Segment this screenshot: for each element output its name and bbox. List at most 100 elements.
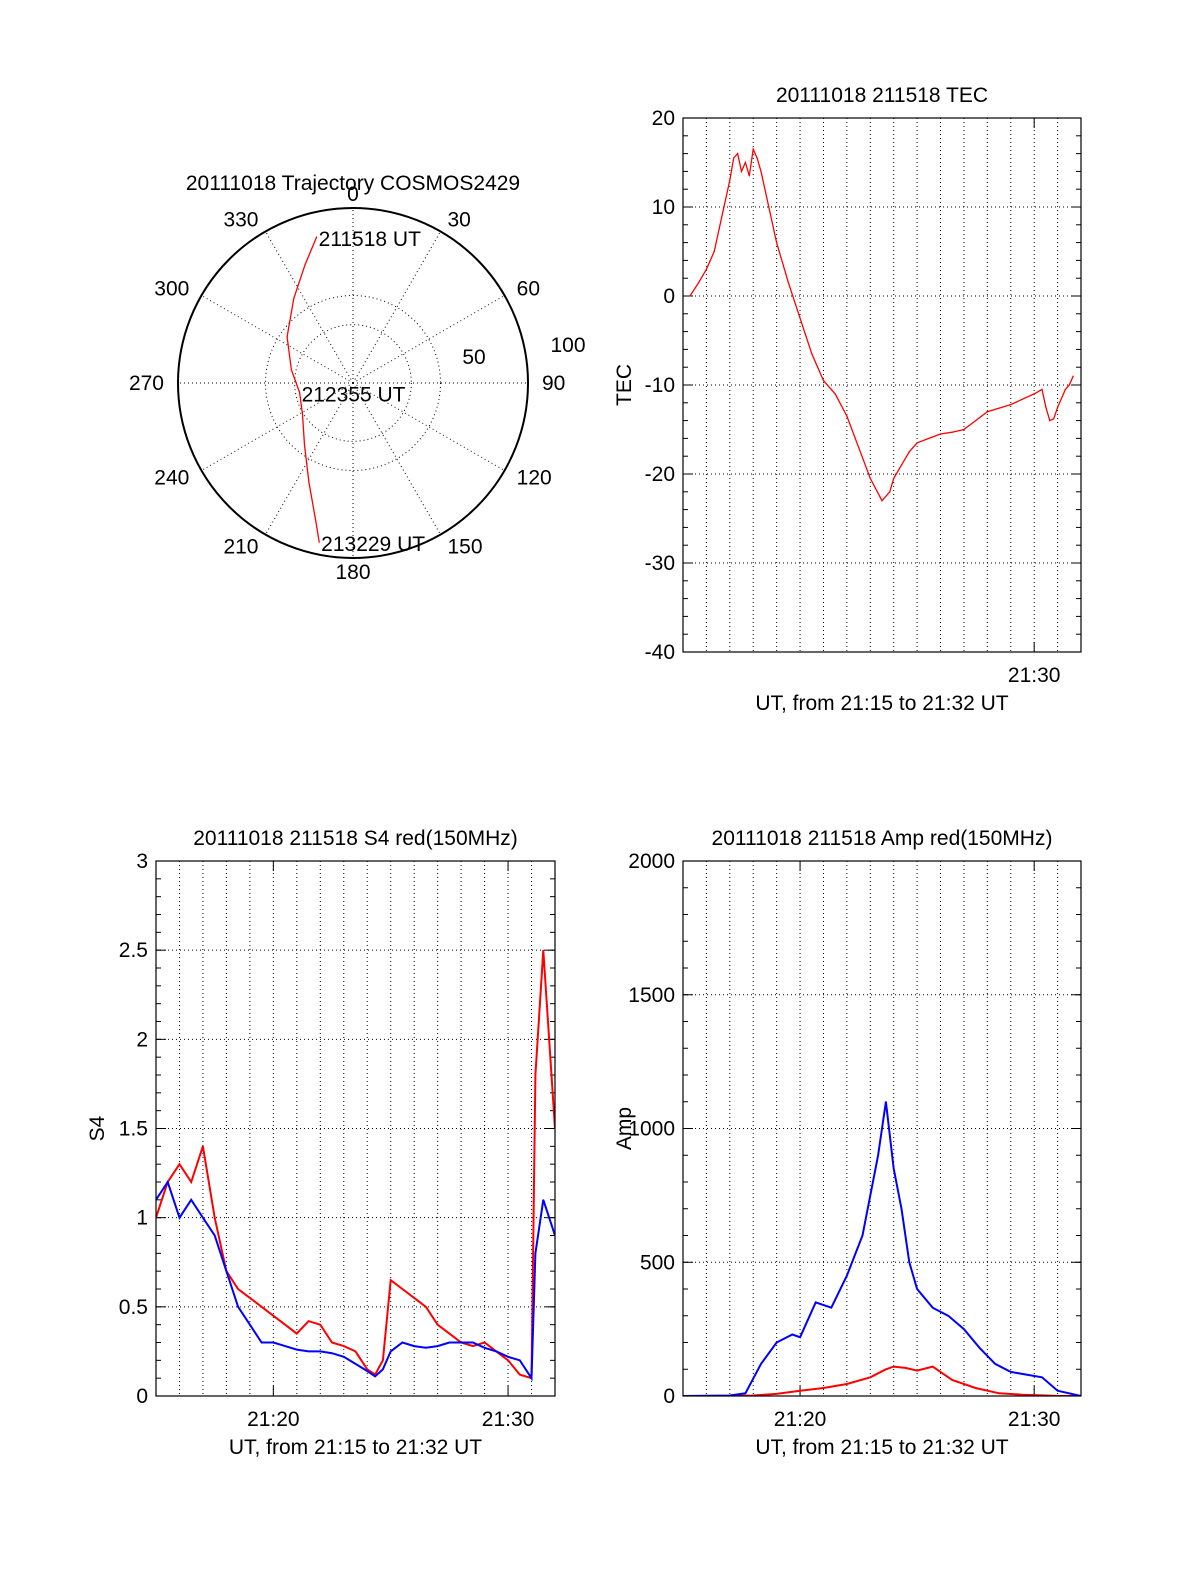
data-point	[249, 1297, 251, 1299]
trajectory-point	[315, 521, 317, 523]
data-point	[507, 1356, 509, 1358]
series-line-0	[156, 950, 555, 1380]
y-tick-label: -10	[645, 374, 675, 397]
data-point	[1060, 397, 1063, 399]
data-point	[916, 1369, 918, 1372]
data-point	[904, 1367, 907, 1369]
chart-title-3: 20111018 211518 Amp red(150MHz)	[712, 827, 1053, 850]
data-point	[472, 1341, 474, 1344]
data-point	[799, 1336, 801, 1338]
y-tick-label: 0	[663, 1385, 675, 1408]
y-tick-label: 0	[663, 285, 675, 308]
data-point	[760, 1363, 762, 1365]
trajectory-point	[315, 236, 318, 238]
plot-frame	[682, 117, 1082, 653]
data-point	[534, 1074, 537, 1076]
data-point	[237, 1306, 239, 1308]
data-point	[822, 1387, 825, 1389]
data-point	[748, 175, 750, 177]
data-point	[799, 317, 801, 319]
data-point	[1010, 1371, 1012, 1373]
data-point	[689, 295, 691, 297]
data-point	[343, 1345, 345, 1347]
data-point	[908, 451, 910, 453]
data-point	[542, 1199, 544, 1201]
data-point	[916, 1288, 918, 1290]
data-point	[975, 1387, 977, 1389]
polar-angle-label: 330	[223, 208, 258, 231]
data-point	[225, 1270, 228, 1272]
data-point	[178, 1217, 181, 1219]
data-point	[881, 500, 883, 502]
x-tick-label: 21:20	[247, 1408, 300, 1431]
data-point	[928, 437, 930, 439]
data-point	[846, 1383, 848, 1385]
x-tick-label: 21:20	[774, 1408, 827, 1431]
data-point	[202, 1145, 204, 1147]
data-point	[530, 1377, 533, 1379]
y-tick-label: 0.5	[119, 1296, 148, 1319]
data-point	[951, 1379, 953, 1381]
polar-outer-circle	[177, 207, 529, 559]
data-point	[869, 1376, 871, 1378]
data-point	[776, 1341, 778, 1344]
data-point	[737, 153, 739, 155]
data-point	[214, 1217, 216, 1219]
series-line-0	[689, 146, 1074, 502]
data-point	[815, 1301, 817, 1303]
data-point	[331, 1341, 333, 1344]
data-point	[740, 170, 743, 172]
chart-title-2: 20111018 211518 S4 red(150MHz)	[193, 827, 518, 850]
y-axis-label: TEC	[613, 364, 636, 406]
data-point	[390, 1279, 392, 1281]
data-point	[1049, 420, 1051, 422]
polar-radial-label: 50	[462, 346, 485, 369]
y-tick-label: -40	[645, 641, 675, 664]
data-point	[822, 379, 825, 382]
data-point	[869, 477, 871, 480]
polar-title: 20111018 Trajectory COSMOS2429	[186, 172, 520, 195]
data-point	[390, 1350, 392, 1353]
data-point	[448, 1341, 450, 1344]
data-point	[366, 1370, 368, 1372]
data-point	[190, 1199, 192, 1201]
polar-angle-label: 270	[129, 372, 164, 395]
data-point	[846, 415, 848, 417]
data-point	[951, 431, 953, 433]
polar-angle-label: 90	[542, 372, 565, 395]
data-point	[705, 268, 708, 270]
data-point	[284, 1324, 286, 1326]
data-point	[401, 1288, 404, 1290]
polar-angle-label: 30	[448, 208, 471, 231]
trajectory-point	[286, 336, 288, 338]
data-point	[1010, 403, 1012, 406]
data-point	[963, 1328, 965, 1330]
data-point	[178, 1163, 181, 1165]
y-tick-label: 2.5	[119, 939, 148, 962]
data-point	[413, 1297, 415, 1299]
y-tick-label: 2000	[628, 850, 675, 873]
data-point	[401, 1341, 404, 1344]
trajectory-point	[308, 481, 310, 483]
plot-frame	[682, 860, 1082, 1397]
series-line-0	[683, 1365, 1081, 1396]
data-point	[472, 1345, 474, 1347]
data-point	[366, 1368, 368, 1370]
data-point	[307, 1350, 310, 1353]
data-point	[975, 420, 977, 422]
data-point	[846, 1275, 848, 1277]
data-point	[448, 1332, 450, 1335]
y-tick-label: 1	[136, 1207, 148, 1230]
data-point	[932, 1307, 934, 1309]
data-point	[437, 1345, 439, 1347]
y-axis-label: S4	[86, 1115, 109, 1141]
data-point	[214, 1234, 216, 1237]
data-point	[413, 1345, 415, 1347]
data-point	[343, 1356, 345, 1358]
data-point	[382, 1368, 384, 1370]
data-point	[1025, 1374, 1027, 1376]
data-point	[1056, 1390, 1059, 1392]
data-point	[908, 1261, 910, 1263]
polar-spoke	[352, 231, 441, 384]
data-point	[272, 1315, 274, 1317]
